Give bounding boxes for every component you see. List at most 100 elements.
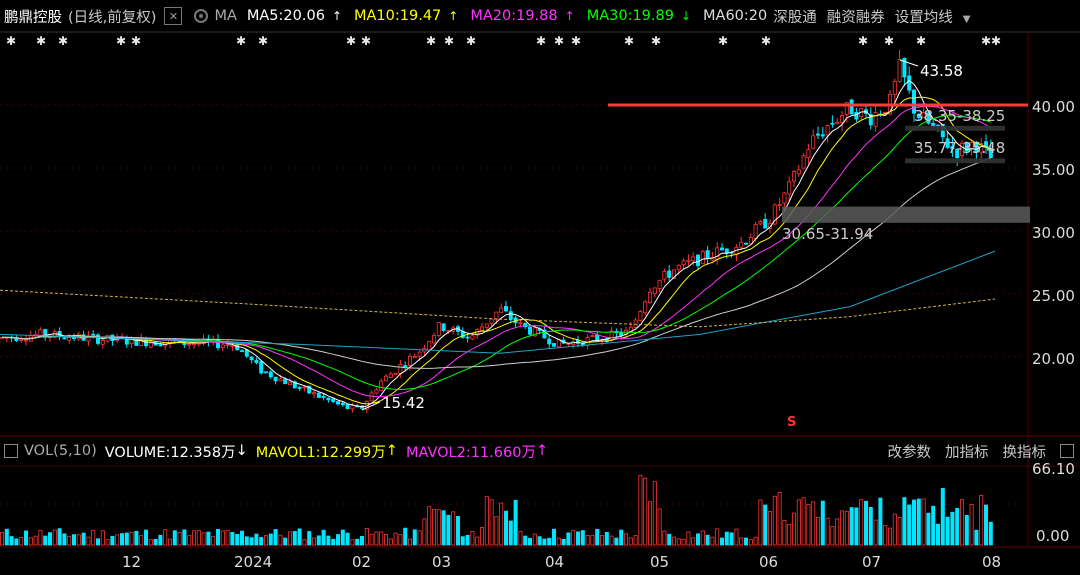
candle-body — [86, 335, 91, 342]
volume-bar — [523, 535, 528, 546]
volume-bar — [691, 537, 696, 546]
link-margin-trading[interactable]: 融资融券 — [826, 9, 885, 26]
volume-bar — [441, 510, 446, 546]
volume-bar — [81, 532, 86, 546]
candle-body — [523, 322, 528, 328]
news-marker-icon: ✱ — [444, 34, 454, 48]
candle-body — [777, 204, 782, 206]
zone-label-2: 35.77-35.48 — [914, 139, 1006, 157]
volume-bar — [849, 507, 854, 546]
volume-bar — [105, 539, 110, 546]
news-marker-icon: ✱ — [346, 34, 356, 48]
candle-body — [340, 402, 345, 406]
volume-bar — [321, 529, 326, 546]
volume-bar — [431, 508, 436, 546]
volume-bar — [355, 538, 360, 546]
ma5-line — [1, 79, 991, 408]
candle-body — [479, 326, 484, 331]
candle-body — [801, 155, 806, 169]
candle-body — [19, 338, 24, 341]
candle-body — [393, 372, 398, 375]
s-marker: S — [787, 415, 797, 430]
candle-body — [964, 143, 969, 152]
collapse-icon[interactable] — [4, 444, 18, 458]
candle-body — [897, 59, 902, 82]
volume-bar — [508, 520, 513, 546]
add-indicator-button[interactable]: 加指标 — [945, 444, 989, 461]
volume-bar — [950, 511, 955, 546]
volume-bar — [235, 534, 240, 546]
candle-body — [407, 355, 412, 367]
news-marker-icon: ✱ — [718, 34, 728, 48]
candle-body — [249, 356, 254, 361]
volume-bar — [676, 538, 681, 546]
volume-bar — [263, 535, 268, 546]
ma120-line — [0, 250, 996, 354]
stock-name[interactable]: 鹏鼎控股 — [4, 9, 62, 26]
candle-body — [331, 398, 336, 403]
candle-body — [220, 344, 225, 348]
chevron-down-icon: ▼ — [962, 13, 971, 25]
candle-body — [782, 192, 787, 204]
volume-bar — [460, 536, 465, 546]
candle-body — [955, 148, 960, 159]
candle-body — [696, 254, 701, 267]
volume-bar — [518, 530, 523, 546]
volume-bar — [710, 536, 715, 546]
volume-bar — [667, 533, 672, 546]
volume-bar — [465, 535, 470, 546]
news-marker-icon: ✱ — [426, 34, 436, 48]
candle-body — [542, 329, 547, 339]
volume-tick-zero: 0.00 — [1036, 527, 1070, 545]
news-marker-icon: ✱ — [761, 34, 771, 48]
volume-bar — [902, 497, 907, 546]
volume-bar — [931, 505, 936, 546]
candle-body — [388, 373, 393, 378]
high-price-label: 43.58 — [920, 62, 963, 80]
switch-indicator-button[interactable]: 换指标 — [1002, 444, 1047, 461]
price-tick-30: 30.00 — [1032, 224, 1075, 242]
news-marker-icon: ✱ — [651, 34, 661, 48]
volume-bar — [595, 528, 600, 546]
volume-bar — [239, 530, 244, 546]
volume-bar — [398, 534, 403, 546]
volume-bar — [91, 529, 96, 546]
volume-bar — [758, 499, 763, 546]
volume-bar — [86, 536, 91, 546]
support-zone-box — [782, 206, 1030, 223]
candle-body — [100, 339, 105, 345]
volume-bar — [283, 537, 288, 546]
up-arrow-icon: ↑ — [331, 9, 342, 23]
volume-bar — [244, 536, 249, 546]
edit-params-button[interactable]: 改参数 — [887, 444, 932, 461]
volume-bar — [768, 510, 773, 546]
candle-body — [239, 350, 244, 353]
volume-bar — [988, 521, 993, 546]
volume-bar — [115, 534, 120, 546]
volume-bar — [816, 516, 821, 546]
candle-body — [259, 361, 264, 374]
candle-body — [374, 389, 379, 394]
volume-bar — [739, 537, 744, 546]
volume-bar — [787, 523, 792, 546]
candle-body — [772, 204, 777, 225]
toggle-panel-icon[interactable] — [1060, 444, 1074, 458]
candle-body — [494, 311, 499, 320]
link-ma-settings[interactable]: 设置均线 ▼ — [894, 9, 971, 26]
candle-body — [835, 121, 840, 124]
vol-label: VOL(5,10) — [24, 443, 97, 459]
candle-body — [283, 378, 288, 385]
candle-body — [820, 134, 825, 137]
candle-body — [316, 392, 321, 398]
link-hk-connect[interactable]: 深股通 — [773, 9, 817, 26]
candle-body — [263, 371, 268, 374]
period-label[interactable]: (日线,前复权) — [68, 9, 157, 26]
volume-bar — [19, 536, 24, 546]
volume-bar — [652, 481, 657, 546]
candle-body — [748, 237, 753, 245]
gear-icon[interactable] — [194, 9, 209, 23]
ma30-value: MA30:19.89 ↓ — [586, 8, 692, 24]
close-icon[interactable]: ✕ — [164, 7, 183, 25]
volume-bar — [782, 520, 787, 546]
